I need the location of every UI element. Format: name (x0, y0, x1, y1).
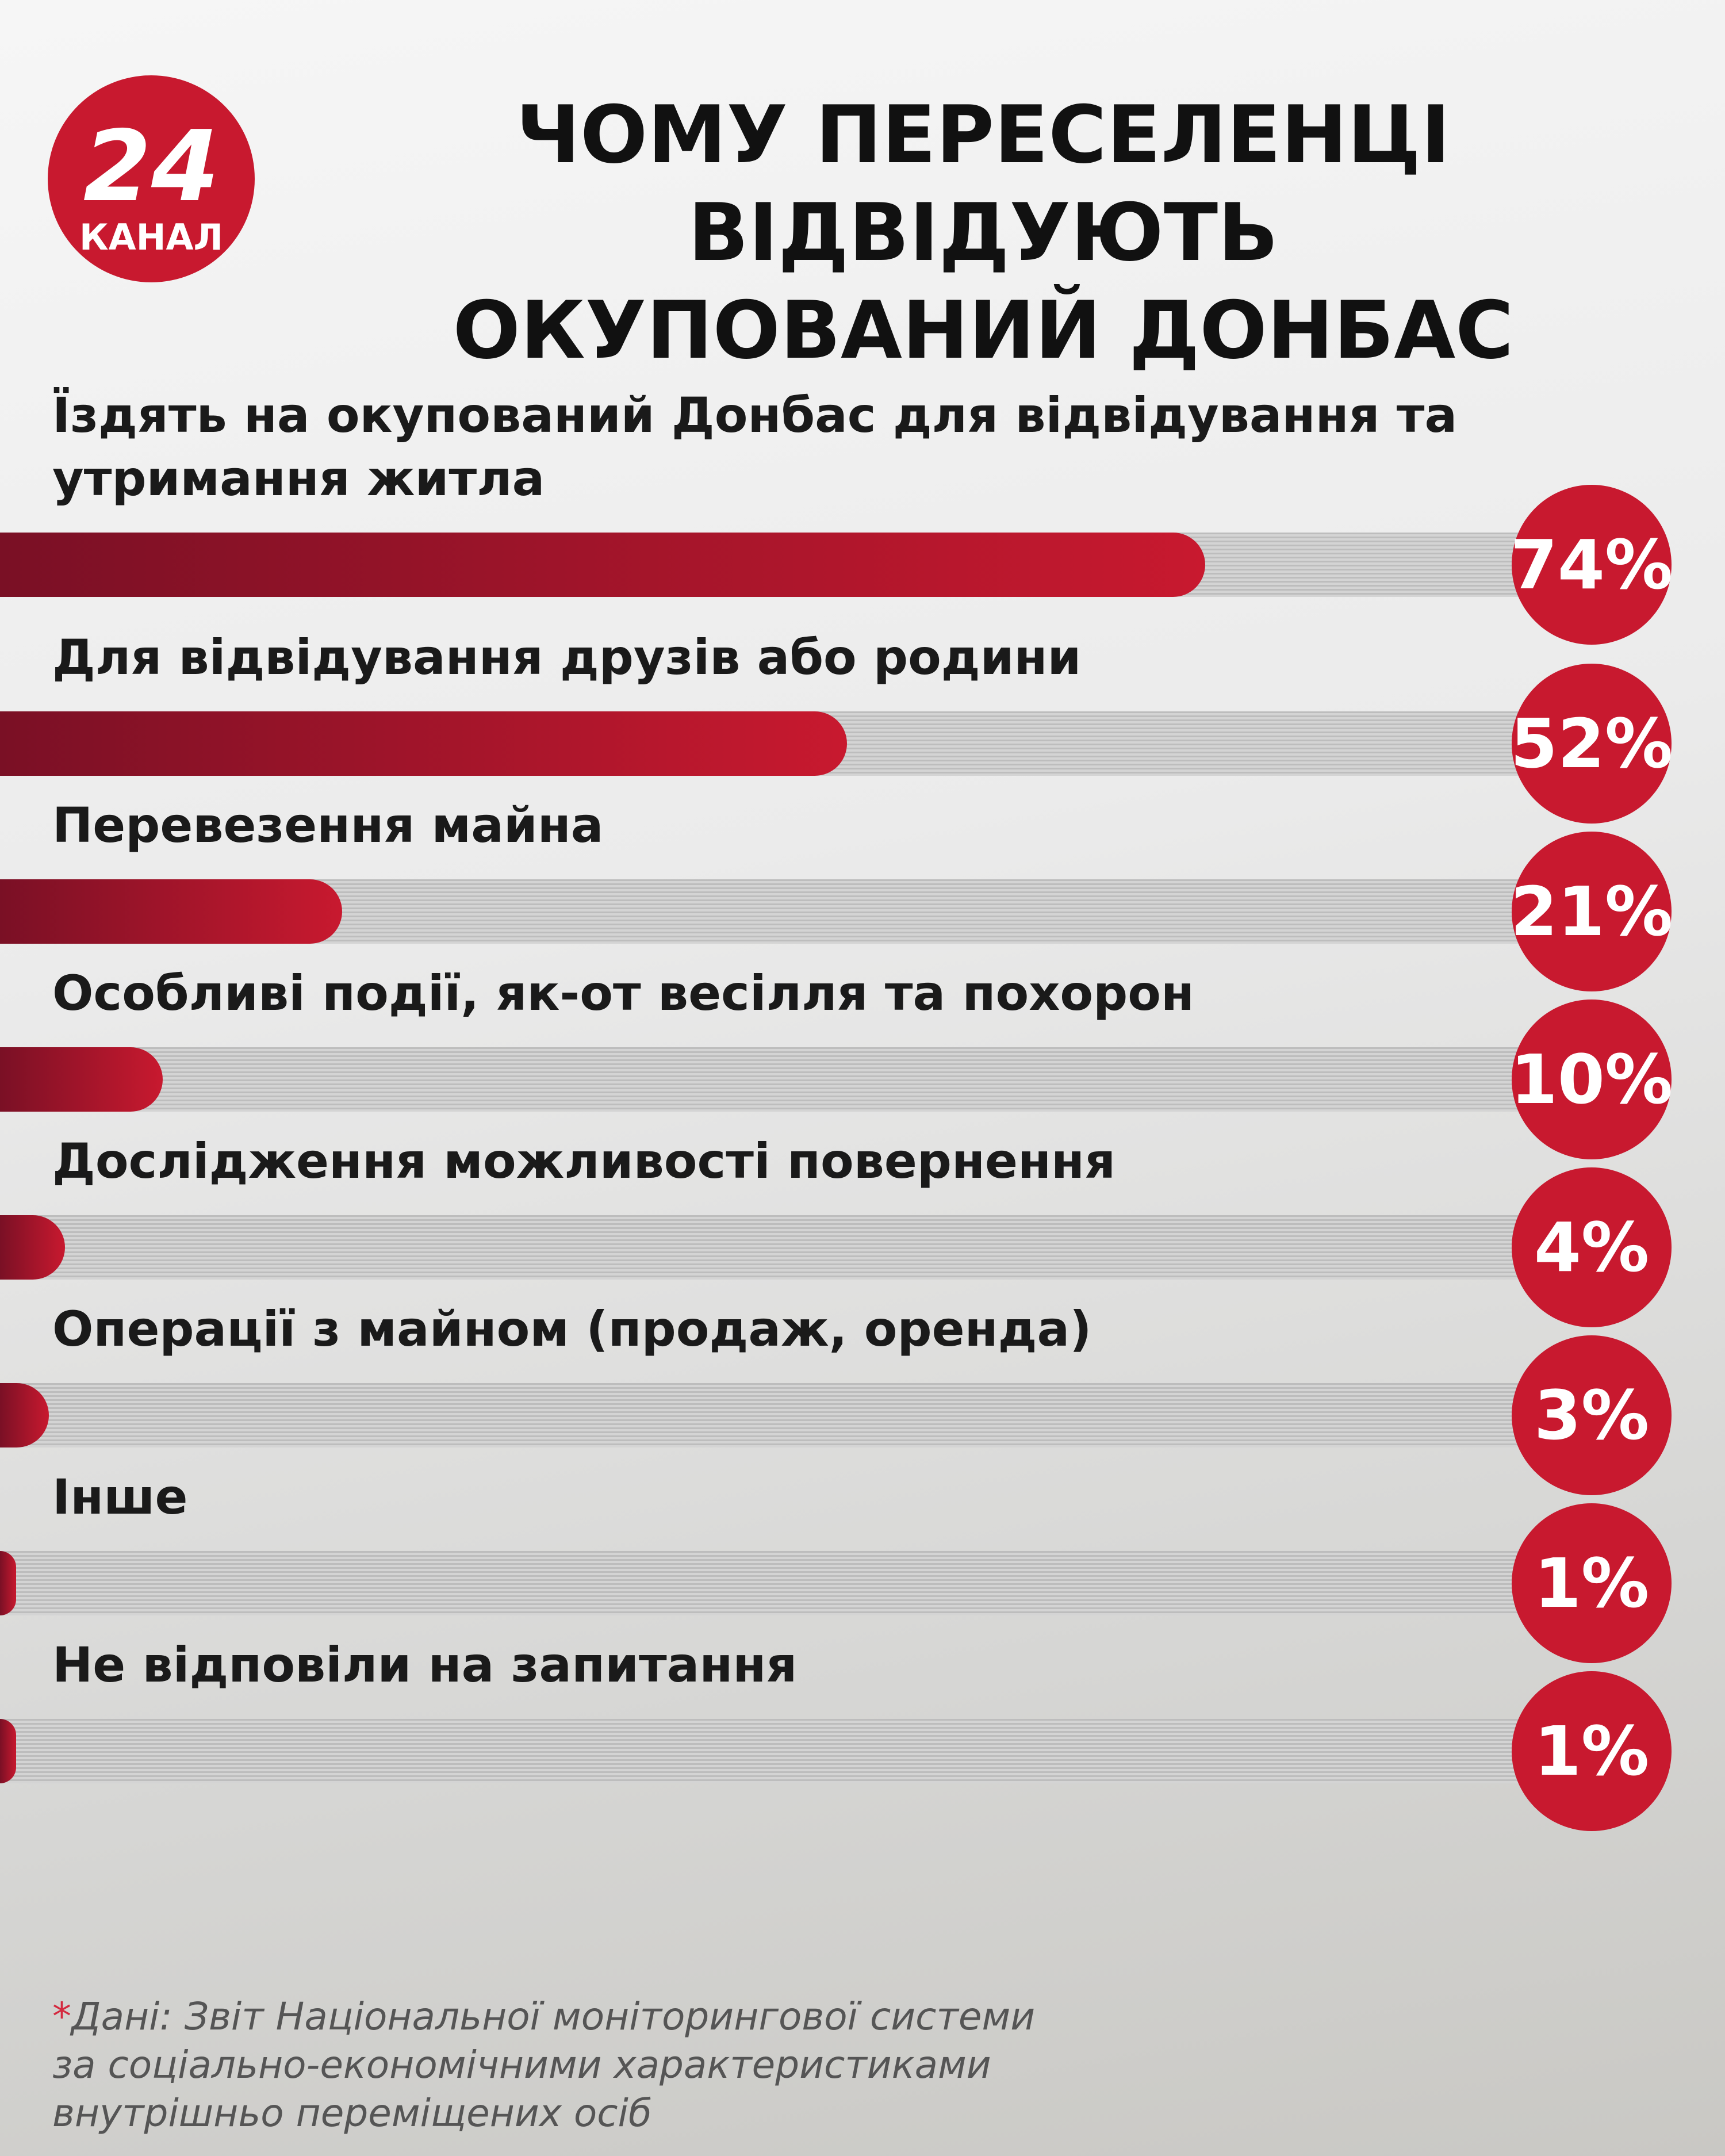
value-label: 10% (1511, 1000, 1673, 1159)
footnote: *Дані: Звіт Національної моніторингової … (52, 1993, 1087, 2138)
bar (0, 1551, 17, 1615)
value-label: 21% (1511, 832, 1673, 991)
category-label: Дослідження можливості повернення (52, 1133, 1116, 1189)
bar-track (0, 1047, 1524, 1112)
value-label: 3% (1512, 1335, 1672, 1495)
category-label: Операції з майном (продаж, оренда) (52, 1301, 1092, 1357)
footnote-marker: * (52, 1994, 71, 2039)
bar (0, 879, 342, 944)
bar-track (0, 1719, 1524, 1783)
category-label: Особливі події, як-от весілля та похорон (52, 965, 1194, 1021)
bar (0, 711, 847, 776)
bar-track (0, 1215, 1524, 1280)
logo: 24 КАНАЛ (48, 75, 255, 282)
bar (0, 1719, 17, 1783)
category-label: Інше (52, 1469, 188, 1525)
value-label: 4% (1512, 1167, 1672, 1327)
category-label: Їздять на окупований Донбас для відвідув… (52, 387, 1458, 507)
value-label: 1% (1512, 1503, 1672, 1663)
category-label: Перевезення майна (52, 797, 604, 853)
bar (0, 1047, 163, 1112)
bar-track (0, 1383, 1524, 1447)
bar (0, 533, 1205, 597)
footnote-text: Дані: Звіт Національної моніторингової с… (52, 1994, 1036, 2135)
value-label: 74% (1511, 485, 1673, 645)
category-label: Не відповіли на запитання (52, 1637, 798, 1693)
value-label: 1% (1512, 1671, 1672, 1831)
category-label: Для відвідування друзів або родини (52, 629, 1082, 686)
title-line: ЧОМУ ПЕРЕСЕЛЕНЦІ ВІДВІДУЮТЬ (516, 89, 1451, 279)
logo-name: КАНАЛ (79, 216, 224, 258)
bar (0, 1215, 66, 1280)
title-line: ОКУПОВАНИЙ ДОНБАС (453, 284, 1514, 377)
logo-number: 24 (83, 110, 220, 224)
value-label: 52% (1511, 664, 1673, 824)
bar-track (0, 1551, 1524, 1615)
chart-title: ЧОМУ ПЕРЕСЕЛЕНЦІ ВІДВІДУЮТЬ ОКУПОВАНИЙ Д… (276, 86, 1690, 380)
